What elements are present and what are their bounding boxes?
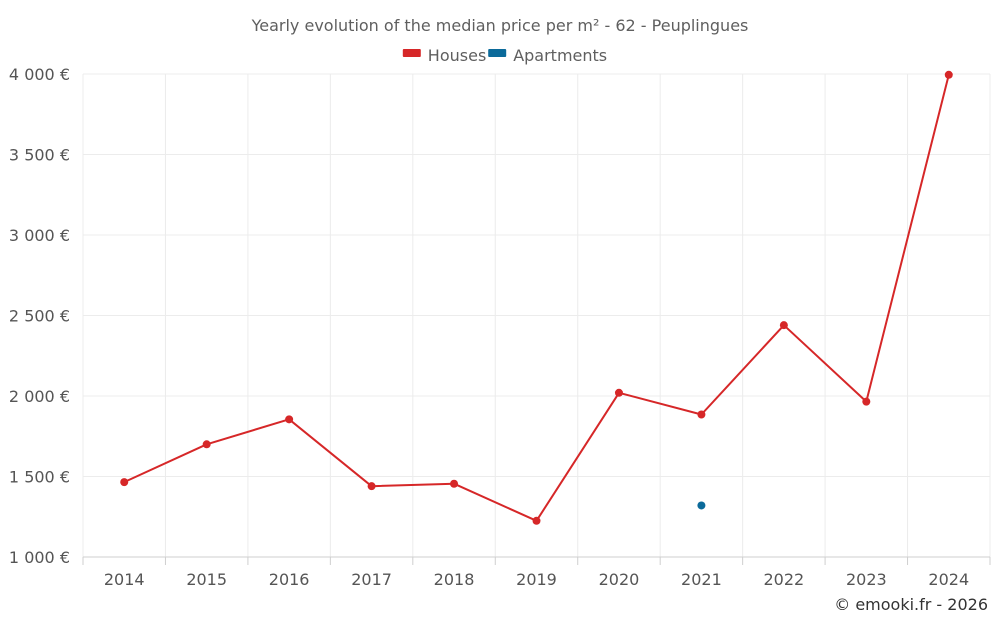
data-point-houses — [614, 388, 623, 397]
y-tick-label: 4 000 € — [9, 65, 70, 84]
data-point-houses — [450, 479, 459, 488]
x-tick-label: 2021 — [681, 570, 722, 589]
x-tick-label: 2020 — [599, 570, 640, 589]
x-tick-label: 2016 — [269, 570, 310, 589]
data-point-houses — [202, 440, 211, 449]
data-point-houses — [120, 478, 129, 487]
legend[interactable]: Houses Apartments — [402, 46, 607, 65]
credit-text: © emooki.fr - 2026 — [834, 595, 988, 614]
y-tick-label: 2 500 € — [9, 307, 70, 326]
data-point-apartments — [697, 501, 706, 510]
x-tick-label: 2017 — [351, 570, 392, 589]
data-point-houses — [697, 410, 706, 419]
data-point-houses — [367, 482, 376, 491]
data-point-houses — [532, 516, 541, 525]
y-tick-label: 3 500 € — [9, 146, 70, 165]
y-tick-label: 1 000 € — [9, 548, 70, 567]
x-tick-label: 2024 — [928, 570, 969, 589]
grid — [82, 73, 991, 557]
y-tick-label: 1 500 € — [9, 468, 70, 487]
x-tick-label: 2023 — [846, 570, 887, 589]
y-tick-label: 3 000 € — [9, 226, 70, 245]
axes: 1 000 € 1 500 € 2 000 € 2 500 € 3 000 € 3 500… — [9, 65, 991, 589]
x-tick-label: 2014 — [104, 570, 145, 589]
x-tick-label: 2019 — [516, 570, 557, 589]
chart-title: Yearly evolution of the median price per… — [251, 16, 749, 35]
x-tick-label: 2018 — [434, 570, 475, 589]
series — [120, 70, 953, 525]
legend-label-apartments[interactable]: Apartments — [513, 46, 607, 65]
legend-swatch-houses[interactable] — [402, 49, 421, 57]
x-tick-label: 2015 — [186, 570, 227, 589]
legend-swatch-apartments[interactable] — [488, 49, 507, 57]
x-tick-label: 2022 — [764, 570, 805, 589]
data-point-houses — [285, 415, 294, 424]
legend-label-houses[interactable]: Houses — [428, 46, 486, 65]
y-tick-label: 2 000 € — [9, 387, 70, 406]
data-point-houses — [862, 397, 871, 406]
data-point-houses — [944, 70, 953, 79]
data-point-houses — [779, 321, 788, 330]
